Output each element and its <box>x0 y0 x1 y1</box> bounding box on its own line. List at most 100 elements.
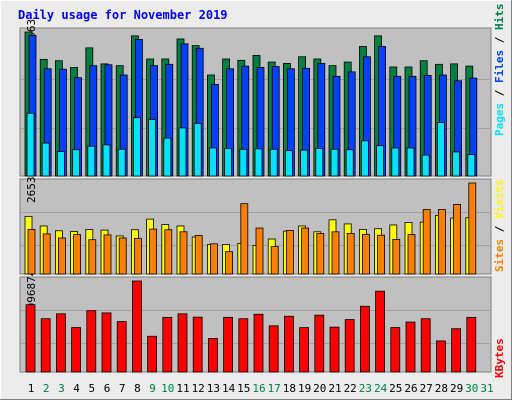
legend-entry: Visits <box>493 179 506 219</box>
day-label: 11 <box>176 382 189 395</box>
pages-bar <box>391 147 400 177</box>
sites-bar <box>118 237 127 275</box>
sites-bar <box>225 251 234 275</box>
sites-bar <box>240 203 249 275</box>
pages-bar <box>315 148 324 177</box>
pages-bar <box>41 142 50 177</box>
kbytes-bar <box>451 328 462 373</box>
pages-bar <box>148 119 157 177</box>
day-label: 25 <box>389 382 402 395</box>
sites-bar <box>42 233 51 275</box>
pages-bar <box>208 147 217 177</box>
day-label: 3 <box>58 382 65 395</box>
kbytes-bar <box>177 313 188 373</box>
sites-bar <box>453 203 462 275</box>
day-label: 6 <box>104 382 111 395</box>
kbytes-bar <box>466 316 477 373</box>
pages-bar <box>163 137 172 177</box>
legend-separator: / <box>493 219 506 239</box>
legend-entry: Files <box>493 50 506 83</box>
sites-bar <box>285 230 294 275</box>
pages-bar <box>102 144 111 177</box>
sites-bar <box>468 182 477 275</box>
pages-bar <box>467 154 476 177</box>
sites-bar <box>316 233 325 275</box>
sites-bar <box>164 229 173 275</box>
kbytes-bar <box>435 340 446 373</box>
kbytes-bar <box>390 327 401 373</box>
day-label: 17 <box>268 382 281 395</box>
legend-separator: / <box>493 83 506 103</box>
day-label: 12 <box>192 382 205 395</box>
pages-bar <box>421 154 430 177</box>
legend-text: Pages / Files / Hits <box>493 4 506 137</box>
sites-bar <box>346 233 355 275</box>
day-label: 31 <box>480 382 493 395</box>
day-label: 1 <box>28 382 35 395</box>
pages-bar <box>436 122 445 177</box>
chart-title: Daily usage for November 2019 <box>18 8 228 22</box>
sites-bar <box>27 229 36 275</box>
legend-entry: Pages <box>493 103 506 136</box>
day-label: 8 <box>134 382 141 395</box>
pages-bar <box>72 149 80 177</box>
kbytes-bar <box>283 315 294 373</box>
kbytes-bar <box>344 319 355 373</box>
day-label: 24 <box>374 382 388 395</box>
kbytes-bar <box>162 316 173 373</box>
pages-bar <box>300 149 309 177</box>
day-label: 4 <box>73 382 80 395</box>
kbytes-bar <box>131 280 142 373</box>
pages-bar <box>284 150 293 177</box>
kbytes-bar <box>56 313 66 373</box>
kbytes-bar <box>192 316 203 373</box>
sites-bar <box>194 235 203 275</box>
kbytes-bar <box>299 327 310 373</box>
sites-bar <box>179 231 188 275</box>
legend-separator: / <box>493 30 506 50</box>
pages-bar <box>239 148 248 177</box>
day-label: 26 <box>404 382 417 395</box>
visits-ymax-label: 2653 <box>25 177 38 204</box>
kbytes-bar <box>25 304 36 373</box>
day-label: 18 <box>283 382 296 395</box>
kbytes-bar <box>268 325 279 373</box>
legend-entry: Sites <box>493 239 506 272</box>
visits-sites-legend: Sites / Visits <box>493 179 506 272</box>
kbytes-bar <box>147 335 158 373</box>
sites-bar <box>88 239 97 275</box>
kbytes-bar <box>420 318 431 373</box>
day-label: 5 <box>88 382 95 395</box>
sites-bar <box>301 227 310 275</box>
kbytes-bar <box>238 318 249 373</box>
day-label: 23 <box>359 382 372 395</box>
kbytes-bar <box>207 338 218 373</box>
sites-bar <box>133 237 142 275</box>
day-label: 19 <box>298 382 311 395</box>
kbytes-bar <box>314 314 325 373</box>
day-label: 15 <box>237 382 250 395</box>
day-label: 22 <box>344 382 357 395</box>
pages-bar <box>452 151 461 177</box>
sites-bar <box>331 231 340 275</box>
day-label: 29 <box>450 382 463 395</box>
day-label: 16 <box>252 382 265 395</box>
sites-bar <box>361 234 370 275</box>
bars <box>24 31 478 373</box>
legend-entry: Hits <box>493 4 506 31</box>
pages-bar <box>345 149 354 177</box>
day-label: 9 <box>149 382 156 395</box>
pages-bar <box>57 151 65 177</box>
legend-text: Sites / Visits <box>493 179 506 272</box>
pages-bar <box>360 140 369 177</box>
kbytes-bar <box>40 318 51 373</box>
pages-bar <box>26 112 35 177</box>
pages-bar <box>269 148 278 177</box>
sites-bar <box>58 237 66 275</box>
kbytes-bar <box>329 326 340 373</box>
sites-bar <box>377 234 386 275</box>
sites-bar <box>103 234 112 275</box>
kbytes-bar <box>223 316 234 373</box>
